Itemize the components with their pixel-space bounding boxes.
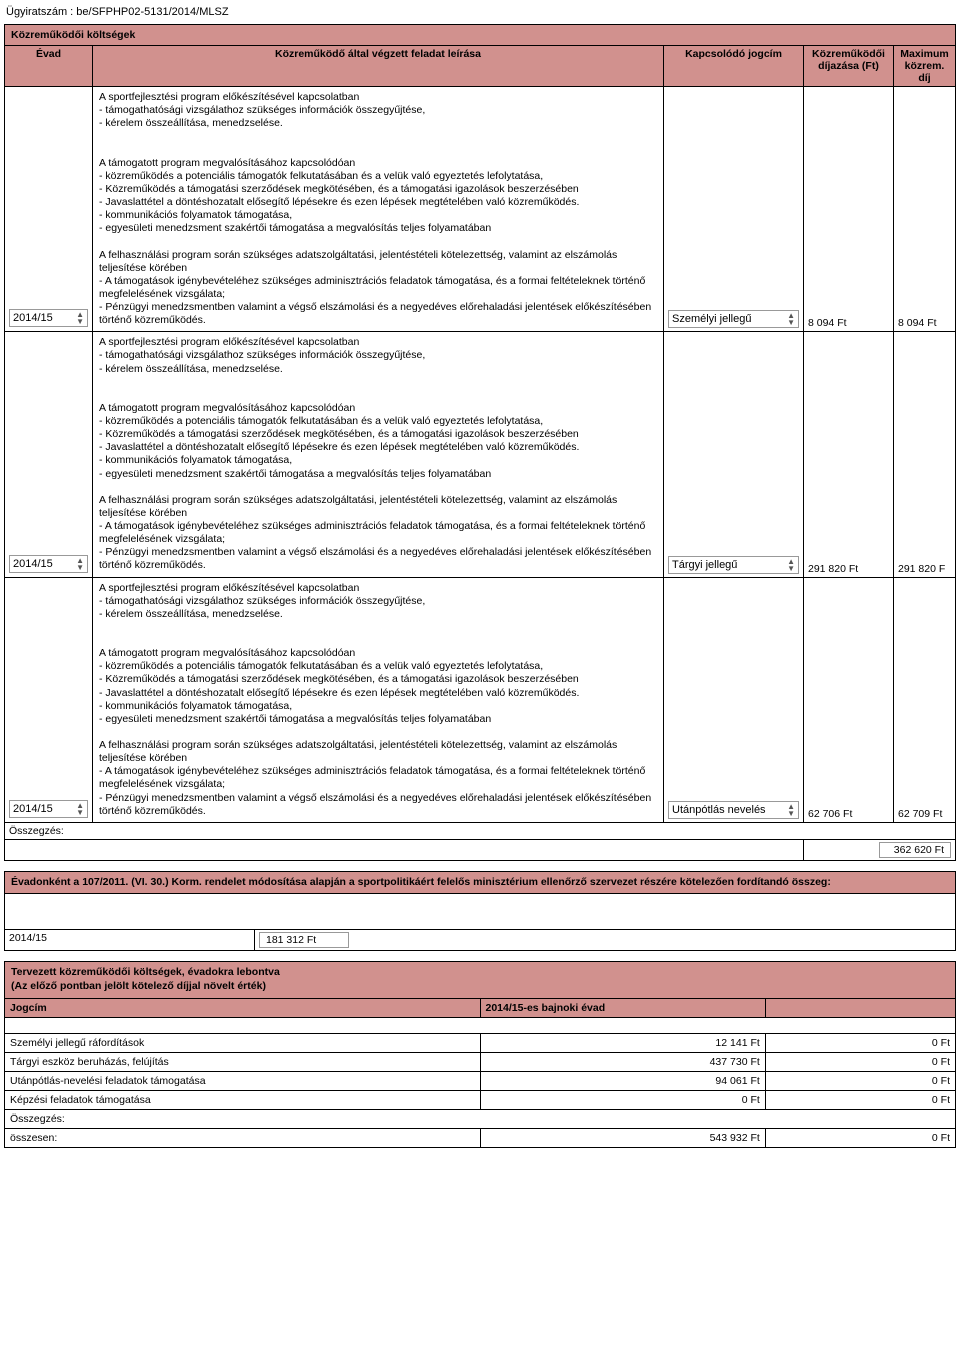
evad-value: 2014/15 xyxy=(13,803,53,815)
mandatory-fee-table: Évadonként a 107/2011. (VI. 30.) Korm. r… xyxy=(4,871,956,952)
row-v1: 437 730 Ft xyxy=(710,1056,760,1068)
table-row: 2014/15 ▲▼ A sportfejlesztési program el… xyxy=(5,577,956,822)
col-jogcim: Kapcsolódó jogcím xyxy=(664,46,804,87)
max-value: 8 094 Ft xyxy=(898,317,937,329)
updown-icon: ▲▼ xyxy=(787,558,795,572)
col3-jogcim: Jogcím xyxy=(5,998,481,1017)
section1-title: Közreműködői költségek xyxy=(5,25,956,46)
col-max: Maximum közrem. díj xyxy=(894,46,956,87)
section3-title-line2: (Az előző pontban jelölt kötelező díjjal… xyxy=(11,980,266,992)
planned-costs-table: Tervezett közreműködői költségek, évadok… xyxy=(4,961,956,1147)
updown-icon: ▲▼ xyxy=(76,557,84,571)
section3-summary-label: Összegzés: xyxy=(5,1109,956,1128)
col-fee: Közreműködői díjazása (Ft) xyxy=(804,46,894,87)
row-name: Tárgyi eszköz beruházás, felújítás xyxy=(5,1052,481,1071)
row-name: Személyi jellegű ráfordítások xyxy=(5,1033,481,1052)
jogcim-value: Tárgyi jellegű xyxy=(672,559,737,571)
updown-icon: ▲▼ xyxy=(787,312,795,326)
col-desc: Közreműködő által végzett feladat leírás… xyxy=(93,46,664,87)
jogcim-value: Személyi jellegű xyxy=(672,313,751,325)
section3-total-label: összesen: xyxy=(5,1128,481,1147)
desc-cell: A sportfejlesztési program előkészítésév… xyxy=(93,332,664,577)
row-name: Képzési feladatok támogatása xyxy=(5,1090,481,1109)
max-value: 62 709 Ft xyxy=(898,808,942,820)
table-header-row: Évad Közreműködő által végzett feladat l… xyxy=(5,46,956,87)
evad-select[interactable]: 2014/15 ▲▼ xyxy=(9,555,88,573)
jogcim-value: Utánpótlás nevelés xyxy=(672,804,766,816)
row-v1: 94 061 Ft xyxy=(715,1075,759,1087)
row-v2: 0 Ft xyxy=(932,1094,950,1106)
jogcim-select[interactable]: Tárgyi jellegű ▲▼ xyxy=(668,556,799,574)
evad-value: 2014/15 xyxy=(13,312,53,324)
section3-total-row: összesen: 543 932 Ft 0 Ft xyxy=(5,1128,956,1147)
evad-select[interactable]: 2014/15 ▲▼ xyxy=(9,309,88,327)
row-v1: 12 141 Ft xyxy=(715,1037,759,1049)
jogcim-select[interactable]: Utánpótlás nevelés ▲▼ xyxy=(668,801,799,819)
document-id: Ügyirat­szám : be/SFPHP02-5131/2014/MLSZ xyxy=(4,4,956,24)
fee-value: 8 094 Ft xyxy=(808,317,847,329)
section2-title: Évadonként a 107/2011. (VI. 30.) Korm. r… xyxy=(5,871,956,894)
updown-icon: ▲▼ xyxy=(76,311,84,325)
table-row: Személyi jellegű ráfordítások 12 141 Ft … xyxy=(5,1033,956,1052)
section3-title-line1: Tervezett közreműködői költségek, évadok… xyxy=(11,966,280,978)
fee-value: 62 706 Ft xyxy=(808,808,852,820)
summary-total: 362 620 Ft xyxy=(879,842,951,858)
section3-summary-label-row: Összegzés: xyxy=(5,1109,956,1128)
section3-total-v2: 0 Ft xyxy=(932,1132,950,1144)
section2-row: 2014/15 181 312 Ft xyxy=(5,930,956,951)
evad-select[interactable]: 2014/15 ▲▼ xyxy=(9,800,88,818)
table-row: Tárgyi eszköz beruházás, felújítás 437 7… xyxy=(5,1052,956,1071)
table-row: 2014/15 ▲▼ A sportfejlesztési program el… xyxy=(5,332,956,577)
col3-blank xyxy=(765,998,955,1017)
col-evad: Évad xyxy=(5,46,93,87)
summary-label-row: Összegzés: xyxy=(5,822,956,839)
desc-cell: A sportfejlesztési program előkészítésév… xyxy=(93,87,664,332)
desc-cell: A sportfejlesztési program előkészítésév… xyxy=(93,577,664,822)
row-v2: 0 Ft xyxy=(932,1075,950,1087)
row-v2: 0 Ft xyxy=(932,1056,950,1068)
table-row: 2014/15 ▲▼ A sportfejlesztési program el… xyxy=(5,87,956,332)
table-row: Utánpótlás-nevelési feladatok támogatása… xyxy=(5,1071,956,1090)
table-row: Képzési feladatok támogatása 0 Ft 0 Ft xyxy=(5,1090,956,1109)
row-v1: 0 Ft xyxy=(742,1094,760,1106)
col3-evad: 2014/15-es bajnoki évad xyxy=(480,998,765,1017)
section2-value: 181 312 Ft xyxy=(259,932,349,948)
evad-value: 2014/15 xyxy=(13,558,53,570)
summary-label: Összegzés: xyxy=(5,822,956,839)
costs-table: Közreműködői költségek Évad Közreműködő … xyxy=(4,24,956,861)
section2-evad: 2014/15 xyxy=(5,930,255,951)
section3-title: Tervezett közreműködői költségek, évadok… xyxy=(5,962,956,998)
max-value: 291 820 F xyxy=(898,563,945,575)
updown-icon: ▲▼ xyxy=(787,803,795,817)
section3-total-v1: 543 932 Ft xyxy=(710,1132,760,1144)
fee-value: 291 820 Ft xyxy=(808,563,858,575)
jogcim-select[interactable]: Személyi jellegű ▲▼ xyxy=(668,310,799,328)
updown-icon: ▲▼ xyxy=(76,802,84,816)
summary-value-row: 362 620 Ft xyxy=(5,839,956,860)
row-name: Utánpótlás-nevelési feladatok támogatása xyxy=(5,1071,481,1090)
row-v2: 0 Ft xyxy=(932,1037,950,1049)
